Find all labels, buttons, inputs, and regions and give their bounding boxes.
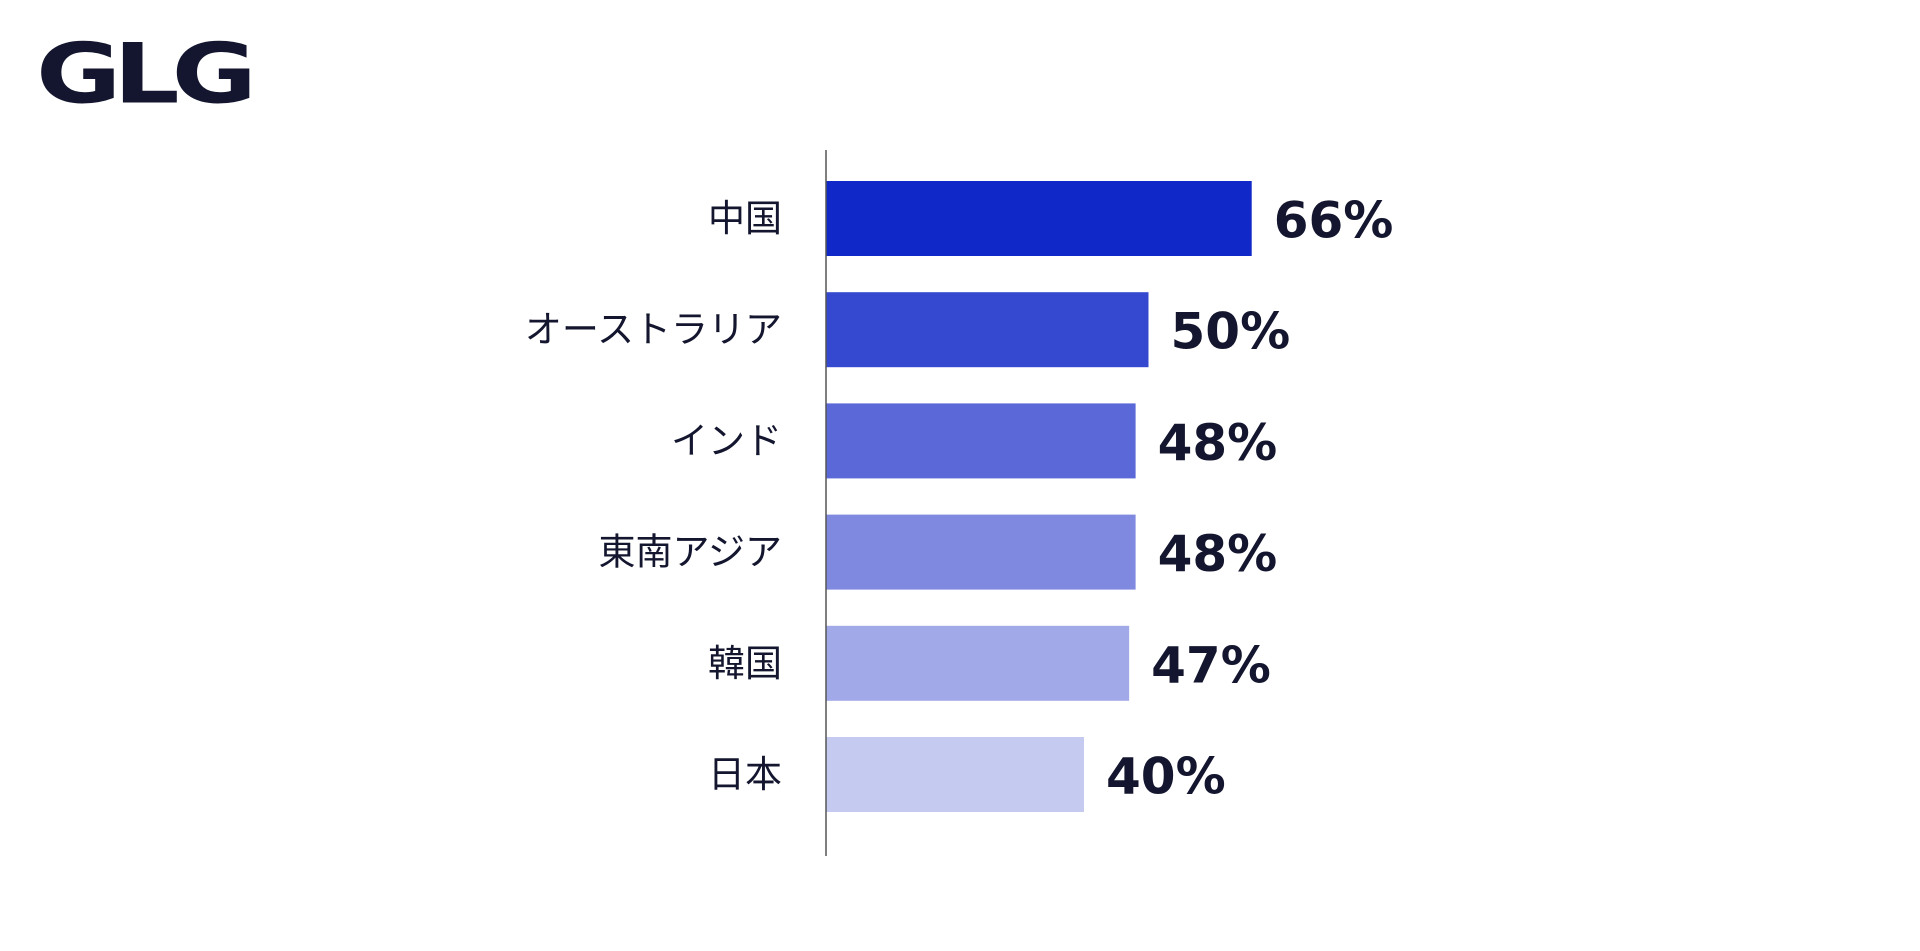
bar <box>826 181 1252 256</box>
category-label: オーストラリア <box>525 308 782 351</box>
bars-group <box>826 181 1252 812</box>
category-label: 東南アジア <box>598 531 782 574</box>
value-labels-group: 66% 50% 48% 48% 47% 40% <box>1106 192 1393 806</box>
category-label: インド <box>671 419 782 462</box>
value-label: 48% <box>1158 414 1278 472</box>
value-label: 47% <box>1151 636 1271 694</box>
bar <box>826 403 1136 479</box>
category-label: 日本 <box>708 753 782 796</box>
bar <box>826 737 1084 812</box>
value-label: 66% <box>1274 192 1394 250</box>
category-label: 中国 <box>708 197 782 240</box>
bar <box>826 625 1130 701</box>
bar <box>826 514 1136 590</box>
value-label: 48% <box>1158 525 1278 583</box>
category-label: 韓国 <box>708 642 782 685</box>
value-label: 50% <box>1171 303 1291 361</box>
glg-logo: GLG <box>36 24 257 123</box>
bar <box>826 292 1149 368</box>
value-label: 40% <box>1106 748 1226 806</box>
